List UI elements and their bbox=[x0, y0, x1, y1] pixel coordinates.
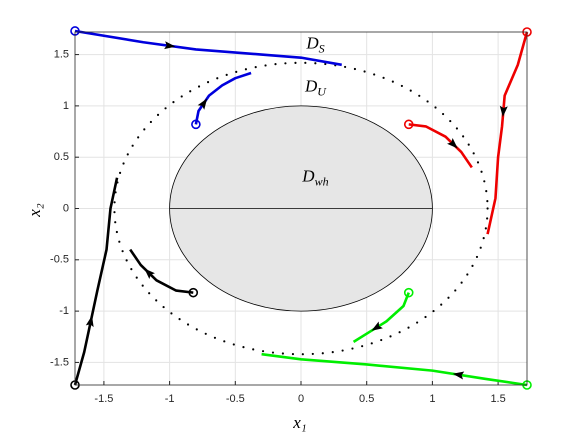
y-tick-label: 1.5 bbox=[54, 48, 69, 60]
annotation-text: D bbox=[304, 76, 318, 95]
direction-arrow bbox=[499, 105, 508, 117]
annotation-sub: wh bbox=[315, 174, 329, 188]
x-tick-label: -1.5 bbox=[94, 393, 113, 405]
annotation: DU bbox=[304, 76, 327, 98]
annotation-sub: U bbox=[317, 84, 327, 98]
trajectory bbox=[194, 71, 252, 125]
x-tick-label: 1.5 bbox=[490, 393, 505, 405]
x-axis-label: x₁ bbox=[292, 413, 306, 432]
x-tick-label: 1 bbox=[429, 393, 435, 405]
trajectory bbox=[486, 31, 529, 235]
y-tick-label: 0 bbox=[63, 202, 69, 214]
start-marker bbox=[403, 119, 414, 130]
direction-arrow bbox=[197, 98, 208, 110]
y-tick-label: -0.5 bbox=[50, 254, 69, 266]
x-tick-label: 0.5 bbox=[359, 393, 374, 405]
trajectory bbox=[74, 29, 342, 67]
y-tick-label: 1 bbox=[63, 100, 69, 112]
trajectory bbox=[129, 248, 194, 294]
y-tick-label: -1.5 bbox=[50, 356, 69, 368]
x-tick-label: 0 bbox=[298, 393, 304, 405]
start-marker bbox=[403, 287, 414, 298]
start-marker bbox=[191, 119, 201, 130]
start-marker bbox=[188, 287, 199, 298]
direction-arrow bbox=[447, 138, 458, 149]
trajectory bbox=[408, 123, 473, 169]
trajectory bbox=[73, 177, 119, 386]
annotation: Dwh bbox=[301, 167, 328, 189]
y-axis-label: x₂ bbox=[25, 203, 44, 218]
annotation-sub: S bbox=[319, 41, 325, 55]
plot-border bbox=[74, 31, 528, 386]
annotation: DS bbox=[305, 33, 324, 55]
trajectory bbox=[352, 292, 410, 344]
y-tick-label: 0.5 bbox=[54, 151, 69, 163]
annotation-text: D bbox=[301, 167, 315, 186]
direction-arrow bbox=[371, 321, 383, 331]
x-tick-label: -1 bbox=[165, 393, 175, 405]
direction-arrow bbox=[144, 268, 155, 279]
direction-arrow bbox=[452, 371, 465, 380]
direction-arrow bbox=[164, 41, 176, 50]
y-tick-label: -1 bbox=[59, 305, 69, 317]
direction-arrow bbox=[85, 315, 94, 328]
x-tick-label: -0.5 bbox=[226, 393, 245, 405]
boundary bbox=[113, 61, 489, 356]
annotation-text: D bbox=[305, 33, 319, 52]
trajectory bbox=[261, 352, 528, 387]
